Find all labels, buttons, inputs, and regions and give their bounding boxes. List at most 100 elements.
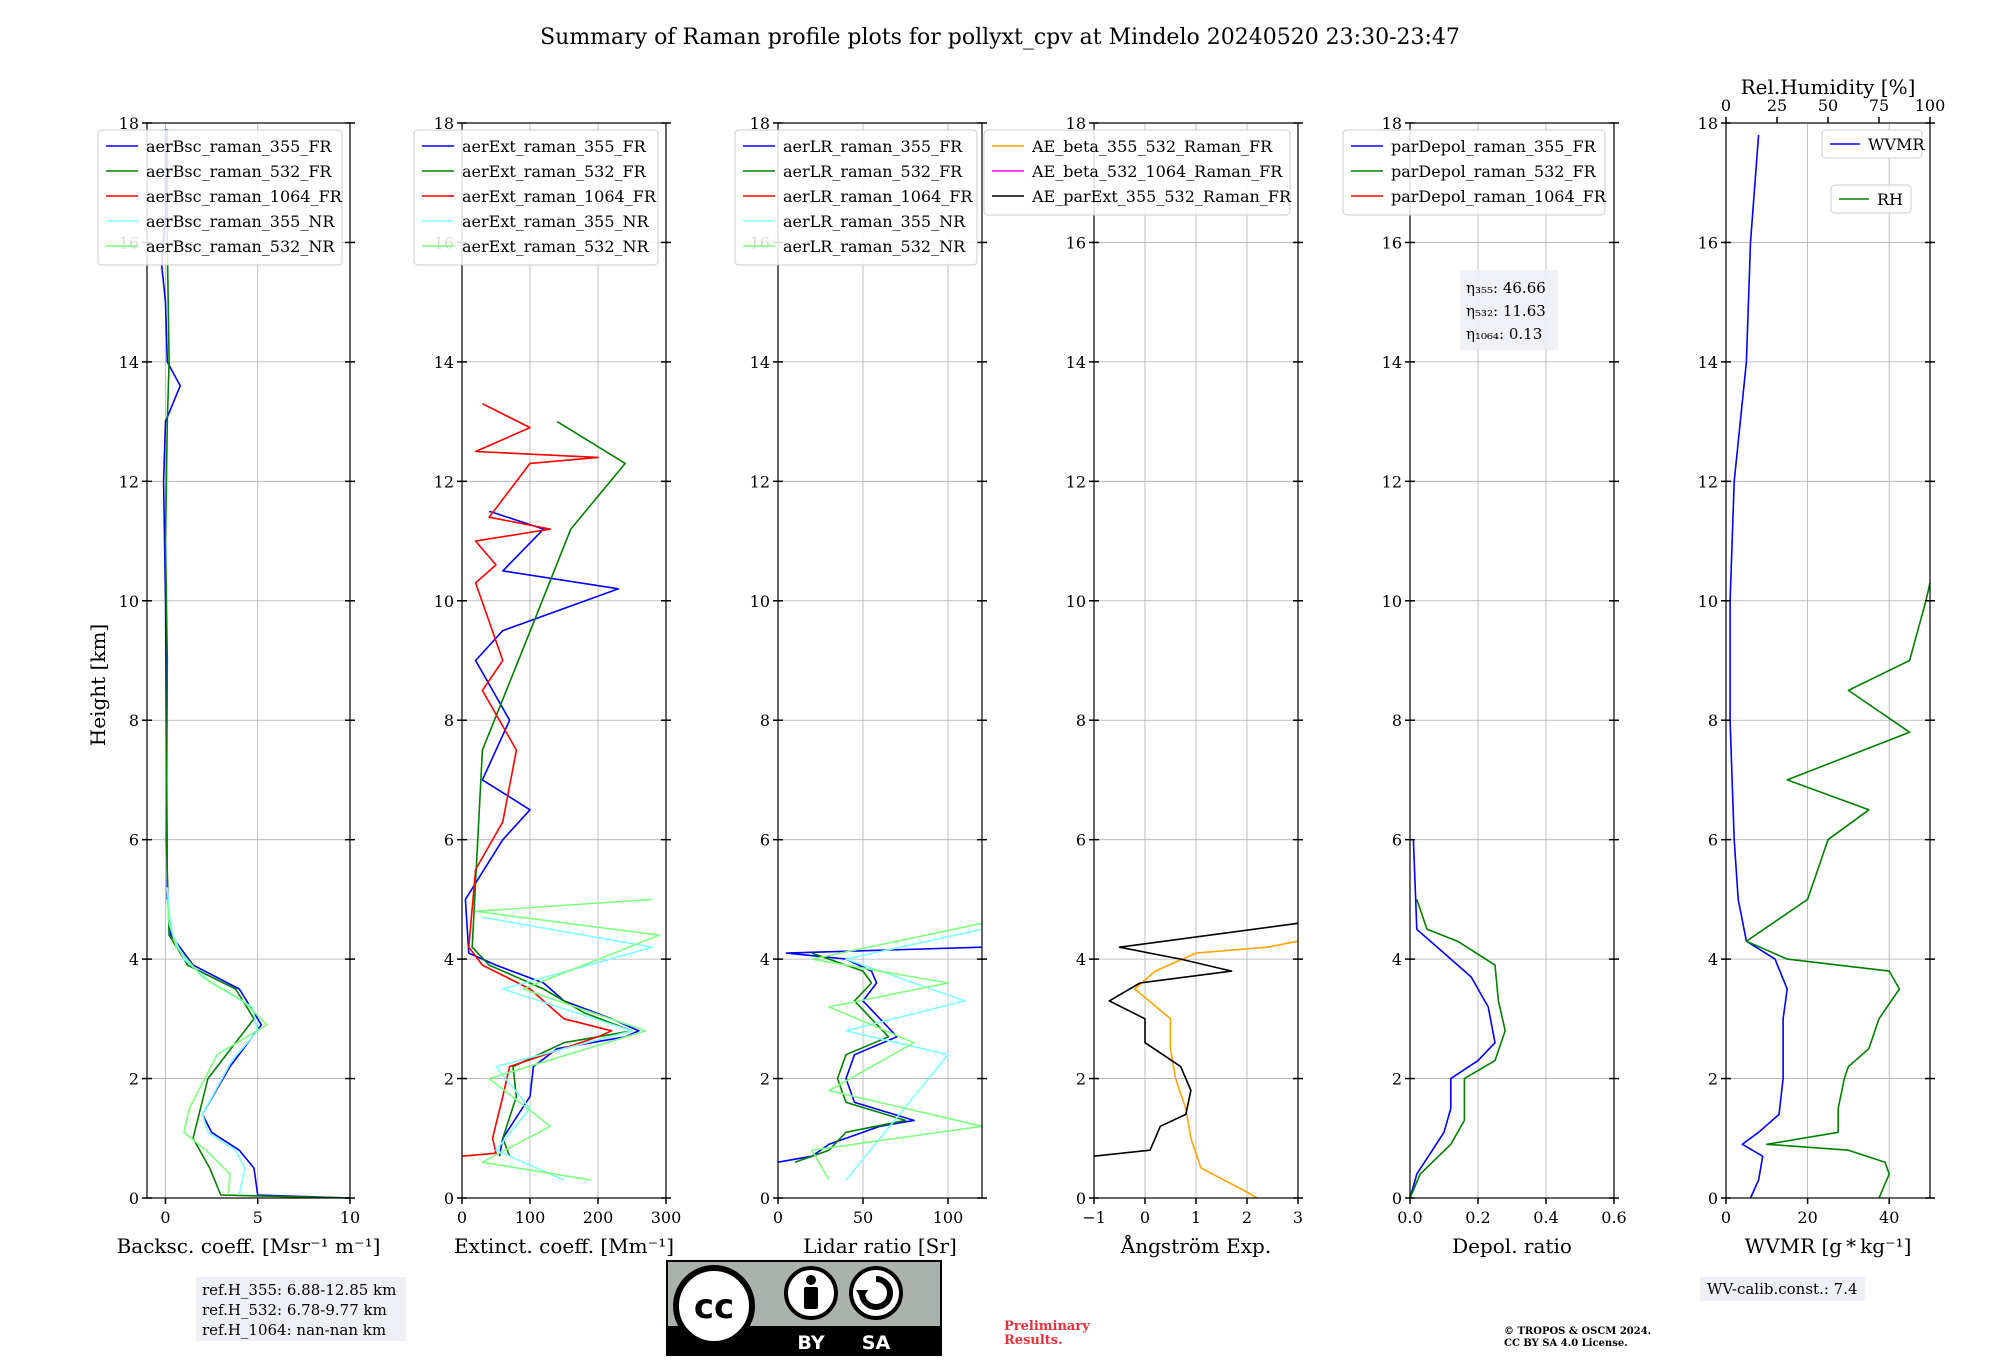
legend-label: aerExt_raman_532_FR bbox=[462, 162, 647, 181]
sa-share-alike-icon bbox=[849, 1266, 903, 1320]
legend-label: aerLR_raman_532_FR bbox=[783, 162, 963, 181]
y-tick-label: 14 bbox=[119, 353, 139, 372]
x-tick-label: 300 bbox=[651, 1208, 682, 1227]
y-tick-label: 4 bbox=[129, 950, 139, 969]
legend: aerBsc_raman_355_FR aerBsc_raman_532_FRae… bbox=[97, 129, 343, 266]
y-tick-label: 0 bbox=[1708, 1189, 1718, 1208]
y-tick-label: 14 bbox=[1066, 353, 1086, 372]
y-tick-label: 18 bbox=[119, 114, 139, 133]
y-tick-label: 6 bbox=[129, 831, 139, 850]
x-axis-label: Lidar ratio [Sr] bbox=[803, 1234, 957, 1258]
y-tick-label: 14 bbox=[750, 353, 770, 372]
y-tick-label: 10 bbox=[119, 592, 139, 611]
x-tick-label: 40 bbox=[1879, 1208, 1899, 1227]
legend-label: parDepol_raman_532_FR bbox=[1391, 162, 1597, 181]
series-line-aerLR_raman_355_NR bbox=[845, 928, 983, 1181]
annotation-box bbox=[1460, 270, 1558, 350]
x-tick-label: 0 bbox=[1140, 1208, 1150, 1227]
x-tick-label: 0.6 bbox=[1601, 1208, 1626, 1227]
legend-label: aerBsc_raman_532_NR bbox=[146, 237, 335, 256]
y-tick-label: 0 bbox=[129, 1189, 139, 1208]
y-tick-label: 18 bbox=[750, 114, 770, 133]
y-tick-label: 12 bbox=[1698, 472, 1718, 491]
axes-frame bbox=[146, 122, 351, 1199]
annotation-line: η₅₃₂: 11.63 bbox=[1466, 302, 1546, 320]
legend-label: aerExt_raman_1064_FR bbox=[462, 187, 657, 206]
series-line-aerLR_raman_532_FR bbox=[794, 952, 907, 1163]
x-tick-label: 20 bbox=[1797, 1208, 1817, 1227]
x-tick-label: 2 bbox=[1242, 1208, 1252, 1227]
y-tick-label: 6 bbox=[760, 831, 770, 850]
legend: aerExt_raman_355_FR aerExt_raman_532_FRae… bbox=[413, 129, 659, 266]
legend-frame bbox=[1342, 129, 1606, 216]
y-tick-label: 2 bbox=[444, 1070, 454, 1089]
legend: AE_beta_355_532_Raman_FR AE_beta_532_1064… bbox=[983, 129, 1292, 216]
panel-dep: 0 2 4 6 8 10 12 14 16 18 0.0 0.2 0.4 0.6 Depol. ratio p… bbox=[1342, 114, 1627, 1258]
legend: aerLR_raman_355_FR aerLR_raman_532_FR aerL… bbox=[734, 129, 978, 266]
axes-frame bbox=[461, 122, 667, 1199]
series-line-aerLR_raman_532_NR bbox=[811, 922, 983, 1181]
wv-calibration-box: WV-calib.const.: 7.4 bbox=[1700, 1277, 1865, 1301]
series-line-RH bbox=[1745, 582, 1931, 1199]
eta-annotation: η₃₅₅: 46.66 η₅₃₂: 11.63 η₁₀₆₄: 0.13 bbox=[1460, 270, 1558, 350]
y-tick-label: 12 bbox=[119, 472, 139, 491]
y-tick-label: 8 bbox=[1392, 711, 1402, 730]
x-tick-label: 100 bbox=[515, 1208, 546, 1227]
legend-label: parDepol_raman_355_FR bbox=[1391, 137, 1597, 156]
legend-frame bbox=[1821, 129, 1923, 159]
series-line-parDepol_raman_355_FR bbox=[1409, 839, 1496, 1199]
y-tick-label: 8 bbox=[444, 711, 454, 730]
y-tick-label: 0 bbox=[1076, 1189, 1086, 1208]
y-tick-label: 14 bbox=[1698, 353, 1718, 372]
legend-label: aerExt_raman_355_FR bbox=[462, 137, 647, 156]
x2-tick-label: 100 bbox=[1915, 96, 1946, 115]
legend-label: aerLR_raman_1064_FR bbox=[783, 187, 973, 206]
x-tick-label: 0.4 bbox=[1533, 1208, 1558, 1227]
y-tick-label: 10 bbox=[434, 592, 454, 611]
y-tick-label: 16 bbox=[1698, 233, 1718, 252]
y-tick-label: 2 bbox=[1708, 1070, 1718, 1089]
y-tick-label: 10 bbox=[1382, 592, 1402, 611]
y-tick-label: 8 bbox=[1076, 711, 1086, 730]
legend-label: AE_parExt_355_532_Raman_FR bbox=[1031, 187, 1292, 206]
series-line-aerExt_raman_1064_FR bbox=[461, 402, 613, 1157]
y-tick-label: 0 bbox=[760, 1189, 770, 1208]
x2-axis-label: Rel.Humidity [%] bbox=[1741, 75, 1916, 99]
y-tick-label: 8 bbox=[760, 711, 770, 730]
y-axis-label: Height [km] bbox=[86, 624, 110, 746]
preliminary-results-note: Preliminary Results. bbox=[1004, 1319, 1090, 1348]
x-tick-label: 0 bbox=[773, 1208, 783, 1227]
y-tick-label: 0 bbox=[444, 1189, 454, 1208]
figure-title: Summary of Raman profile plots for polly… bbox=[540, 25, 1460, 50]
y-tick-label: 4 bbox=[760, 950, 770, 969]
x-axis-label: Depol. ratio bbox=[1452, 1234, 1572, 1258]
legend-label: aerBsc_raman_1064_FR bbox=[146, 187, 343, 206]
series-line-aerBsc_raman_532_NR bbox=[166, 899, 268, 1196]
x-tick-label: −1 bbox=[1082, 1208, 1106, 1227]
legend-label: aerBsc_raman_532_FR bbox=[146, 162, 332, 181]
y-tick-label: 14 bbox=[434, 353, 454, 372]
y-tick-label: 2 bbox=[1392, 1070, 1402, 1089]
ref-h-532: ref.H_532: 6.78-9.77 km bbox=[202, 1301, 387, 1319]
y-tick-label: 6 bbox=[1076, 831, 1086, 850]
series-line-AE_parExt_355_532_Raman_FR bbox=[1093, 922, 1299, 1157]
y-tick-label: 8 bbox=[1708, 711, 1718, 730]
x-tick-label: 0 bbox=[160, 1208, 170, 1227]
reference-height-box: ref.H_355: 6.88-12.85 km ref.H_532: 6.78… bbox=[196, 1277, 406, 1341]
annotation-line: η₁₀₆₄: 0.13 bbox=[1466, 325, 1542, 343]
legend-label: aerExt_raman_532_NR bbox=[462, 237, 650, 256]
y-tick-label: 2 bbox=[129, 1070, 139, 1089]
y-tick-label: 18 bbox=[434, 114, 454, 133]
y-tick-label: 2 bbox=[1076, 1070, 1086, 1089]
series-line-aerBsc_raman_355_NR bbox=[166, 887, 259, 1196]
legend-label: AE_beta_532_1064_Raman_FR bbox=[1031, 162, 1283, 181]
x2-tick-label: 50 bbox=[1818, 96, 1838, 115]
svg-text:cc: cc bbox=[694, 1287, 734, 1327]
x-tick-label: 10 bbox=[340, 1208, 360, 1227]
series-line-aerBsc_raman_355_FR bbox=[161, 129, 351, 1199]
by-label: BY bbox=[797, 1332, 824, 1354]
legend: WVMR bbox=[1821, 129, 1925, 159]
sa-label: SA bbox=[862, 1332, 891, 1354]
series-line-aerExt_raman_355_FR bbox=[464, 510, 640, 1157]
